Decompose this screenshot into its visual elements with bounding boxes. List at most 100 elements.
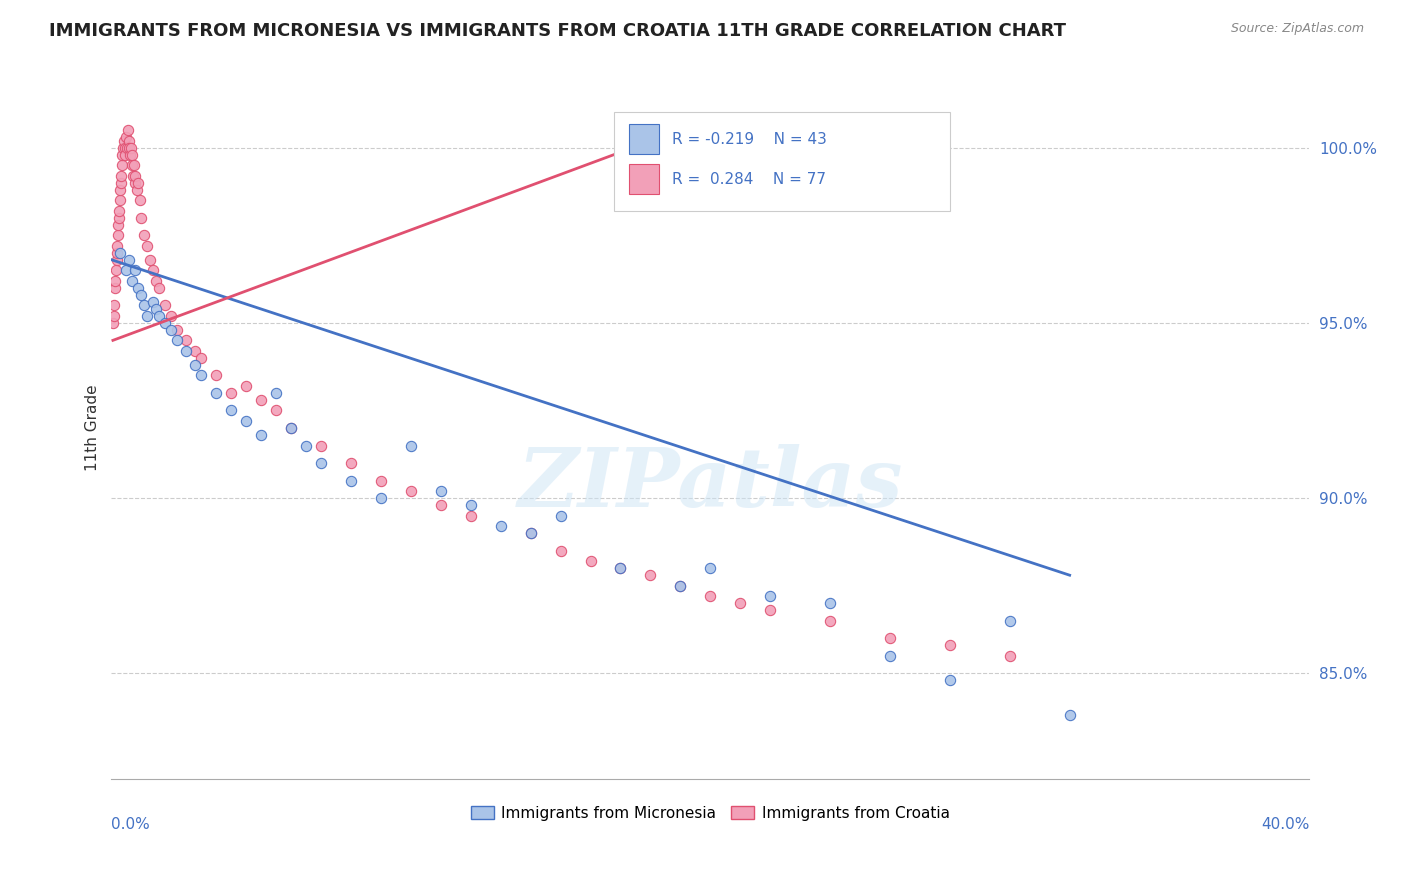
Point [145, 301, 167, 316]
Point [121, 147, 143, 161]
Point [124, 169, 146, 183]
Point [114, 140, 136, 154]
Point [104, 274, 127, 288]
Point [609, 561, 631, 575]
Point [127, 281, 149, 295]
Point [460, 508, 482, 523]
Point [759, 589, 782, 603]
Text: R = -0.219    N = 43: R = -0.219 N = 43 [672, 132, 827, 146]
Point [190, 351, 212, 365]
Point [127, 176, 149, 190]
Point [519, 526, 541, 541]
Point [340, 456, 363, 470]
Point [205, 368, 228, 383]
Point [124, 263, 146, 277]
Point [118, 252, 141, 267]
Point [370, 474, 392, 488]
Point [818, 596, 841, 610]
Legend: Immigrants from Micronesia, Immigrants from Croatia: Immigrants from Micronesia, Immigrants f… [464, 799, 956, 827]
Point [124, 176, 146, 190]
Point [105, 238, 128, 252]
Point [174, 343, 197, 358]
Text: ZIPatlas: ZIPatlas [517, 444, 903, 524]
Point [114, 147, 136, 161]
Y-axis label: 11th Grade: 11th Grade [86, 384, 100, 471]
Point [104, 263, 127, 277]
Point [669, 579, 692, 593]
Point [250, 392, 273, 407]
Point [309, 456, 332, 470]
Point [550, 508, 572, 523]
Point [174, 334, 197, 348]
Point [669, 579, 692, 593]
Point [115, 140, 138, 154]
FancyBboxPatch shape [614, 112, 950, 211]
Point [430, 498, 453, 512]
Point [118, 134, 141, 148]
Point [108, 203, 131, 218]
Point [579, 554, 602, 568]
Point [489, 519, 512, 533]
Point [118, 147, 141, 161]
Point [105, 252, 128, 267]
Point [115, 130, 138, 145]
Point [136, 309, 159, 323]
Point [107, 218, 129, 232]
Point [699, 561, 721, 575]
Point [184, 343, 207, 358]
Point [118, 140, 141, 154]
Point [128, 193, 150, 207]
FancyBboxPatch shape [628, 124, 659, 153]
Point [264, 403, 287, 417]
Point [399, 484, 422, 499]
Point [148, 309, 170, 323]
Point [699, 589, 721, 603]
Point [110, 183, 132, 197]
Point [939, 638, 962, 652]
Point [730, 596, 752, 610]
Point [460, 498, 482, 512]
Point [939, 673, 962, 688]
Point [879, 632, 901, 646]
Point [998, 614, 1021, 628]
Point [190, 368, 212, 383]
Point [103, 298, 125, 312]
Point [103, 309, 125, 323]
Point [235, 379, 257, 393]
Point [104, 281, 127, 295]
Point [519, 526, 541, 541]
Point [818, 614, 841, 628]
Point [136, 238, 159, 252]
Point [101, 316, 124, 330]
Point [166, 323, 188, 337]
Point [122, 158, 145, 172]
Point [219, 403, 242, 417]
Point [131, 287, 153, 301]
Point [640, 568, 662, 582]
Point [122, 169, 145, 183]
Point [142, 263, 165, 277]
Point [280, 421, 302, 435]
Text: Source: ZipAtlas.com: Source: ZipAtlas.com [1230, 22, 1364, 36]
Point [131, 211, 153, 225]
Point [205, 385, 228, 400]
Point [148, 281, 170, 295]
Text: 0.0%: 0.0% [111, 817, 150, 832]
Point [108, 211, 131, 225]
Point [110, 245, 132, 260]
Point [121, 158, 143, 172]
Point [295, 438, 318, 452]
Point [117, 123, 139, 137]
Point [134, 228, 156, 243]
Point [111, 158, 134, 172]
Point [112, 134, 135, 148]
Point [142, 294, 165, 309]
Point [160, 323, 183, 337]
Point [1059, 708, 1081, 723]
Point [235, 414, 257, 428]
Point [110, 169, 132, 183]
Point [550, 543, 572, 558]
Point [110, 176, 132, 190]
Point [111, 147, 134, 161]
Point [264, 385, 287, 400]
